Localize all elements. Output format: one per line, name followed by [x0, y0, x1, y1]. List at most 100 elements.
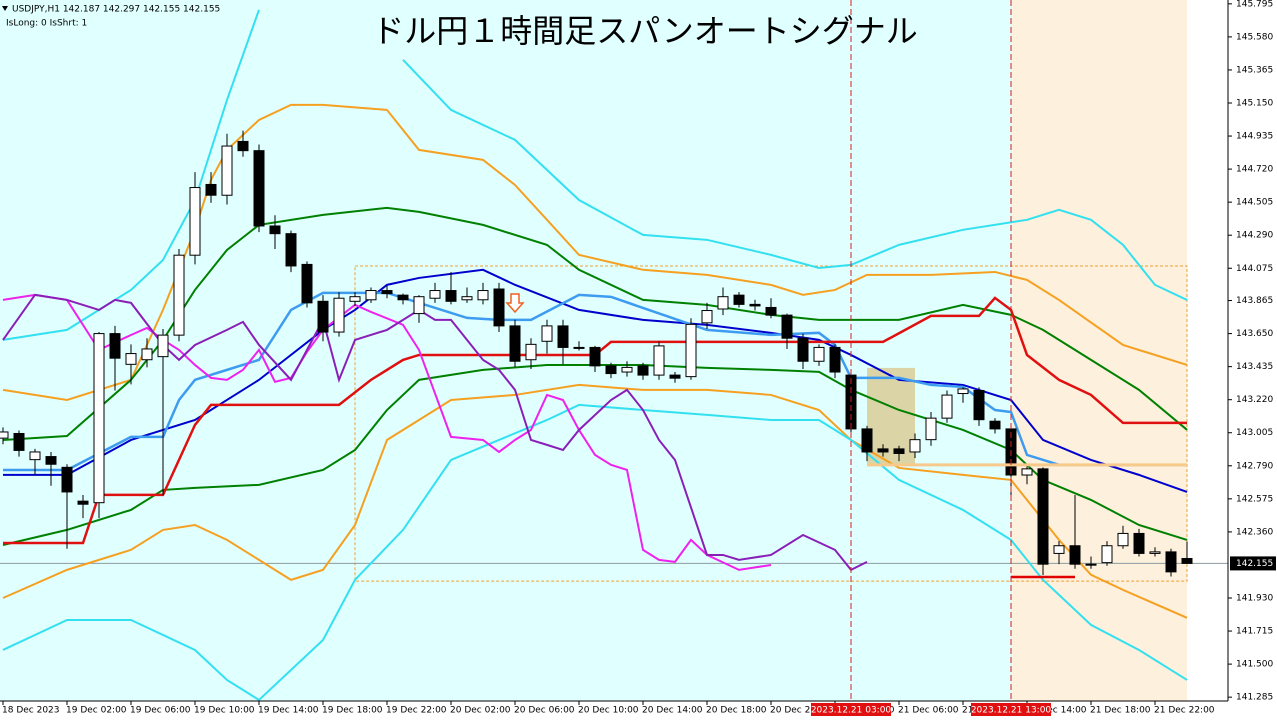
candle-body — [109, 333, 121, 359]
y-tick-label: 143.650 — [1236, 329, 1273, 339]
y-tick-label: 144.935 — [1236, 132, 1273, 142]
candle-body — [317, 300, 329, 333]
marker-label: 2023.12.21 03:00 — [811, 706, 892, 716]
candle-body — [621, 366, 633, 373]
candle-body — [429, 290, 441, 299]
candle-body — [973, 389, 985, 421]
candle-body — [13, 433, 25, 451]
y-tick-label: 144.505 — [1236, 198, 1273, 208]
y-tick-label: 142.575 — [1236, 494, 1273, 504]
signal-arrow — [505, 293, 525, 314]
candle-body — [765, 306, 777, 316]
candle-body — [717, 296, 729, 310]
y-tick-label: 145.580 — [1236, 32, 1273, 42]
candle-body — [253, 150, 265, 227]
current-price-label: 142.155 — [1236, 559, 1273, 569]
candle-body — [221, 145, 233, 196]
y-tick-label: 142.790 — [1236, 461, 1273, 471]
candle-body — [237, 140, 249, 152]
y-tick-label: 143.220 — [1236, 395, 1273, 405]
x-tick-label: 20 Dec 22:00 — [770, 706, 831, 716]
candle-body — [365, 290, 377, 301]
status-text: IsLong: 0 IsShrt: 1 — [6, 19, 87, 29]
x-tick-label: 20 Dec 10:00 — [578, 706, 639, 716]
candle-body — [669, 374, 681, 379]
indicator-line — [2, 9, 260, 341]
candle-body — [1037, 468, 1049, 565]
candle-body — [45, 456, 57, 465]
y-tick-label: 145.365 — [1236, 65, 1273, 75]
current-price-bg — [1230, 556, 1276, 571]
bg-right — [1011, 0, 1187, 701]
candle-body — [509, 325, 521, 362]
candle-body — [1133, 532, 1145, 554]
candle-body — [301, 263, 313, 304]
candle-body — [125, 353, 137, 365]
candle-body — [77, 500, 89, 505]
candle-body — [877, 448, 889, 453]
candle-body — [93, 333, 105, 504]
candle-body — [797, 337, 809, 362]
candle-body — [397, 294, 409, 301]
candle-body — [925, 417, 937, 441]
x-tick-label: 19 Dec 06:00 — [130, 706, 191, 716]
candle-body — [61, 466, 73, 493]
x-tick-label: 19 Dec 18:00 — [322, 706, 383, 716]
axis-bg-bottom — [0, 702, 1229, 721]
candle-body — [381, 290, 393, 295]
candle-body — [1165, 551, 1177, 573]
indicator-line — [2, 293, 868, 572]
candle-body — [205, 183, 217, 196]
candle-body — [861, 428, 873, 453]
candle-body — [189, 187, 201, 256]
candle-body — [781, 314, 793, 339]
candle-body — [1181, 557, 1193, 564]
candle-body — [637, 365, 649, 376]
x-tick-label: 20 Dec 14:00 — [642, 706, 703, 716]
candle-body — [557, 325, 569, 348]
candle-body — [829, 346, 841, 373]
axis-bg — [1229, 0, 1277, 721]
candle-body — [157, 334, 169, 358]
candle-body — [893, 448, 905, 454]
candle-body — [701, 310, 713, 324]
candle-body — [461, 296, 473, 301]
x-tick-label: 21 Dec 06:00 — [898, 706, 959, 716]
candle-body — [1069, 545, 1081, 565]
candle-body — [909, 439, 921, 453]
indicator-line — [3, 268, 1188, 493]
candle-body — [957, 388, 969, 395]
candle-body — [141, 348, 153, 361]
y-tick-label: 141.285 — [1236, 693, 1273, 703]
candle-body — [941, 394, 953, 419]
y-tick-label: 141.500 — [1236, 660, 1273, 670]
chart-title: ドル円１時間足スパンオートシグナル — [372, 12, 918, 50]
candle-body — [605, 365, 617, 375]
y-tick-label: 141.930 — [1236, 594, 1273, 604]
x-tick-label: 21 Dec 18:00 — [1090, 706, 1151, 716]
candle-body — [269, 225, 281, 235]
candle-body — [29, 451, 41, 461]
y-tick-label: 145.795 — [1236, 0, 1273, 9]
range-box — [354, 265, 1188, 582]
candle-body — [589, 346, 601, 367]
x-tick-label: 20 Dec 06:00 — [514, 706, 575, 716]
candle-body — [685, 323, 697, 378]
y-tick-label: 143.435 — [1236, 362, 1273, 372]
plot-area — [0, 0, 1228, 701]
indicator-line — [2, 383, 1188, 619]
y-tick-label: 142.360 — [1236, 527, 1273, 537]
y-tick-label: 144.720 — [1236, 165, 1273, 175]
marker-label-bg — [811, 703, 891, 716]
candle-body — [1021, 468, 1033, 476]
candle-body — [1053, 545, 1065, 554]
candle-body — [0, 431, 9, 439]
candle-body — [1101, 545, 1113, 564]
candle-body — [1085, 563, 1097, 566]
candle-body — [413, 296, 425, 315]
x-tick-label: 20 Dec 18:00 — [706, 706, 767, 716]
y-tick-label: 143.005 — [1236, 428, 1273, 438]
x-tick-label: 21 Dec 22:00 — [1154, 706, 1215, 716]
candle-body — [445, 290, 457, 302]
